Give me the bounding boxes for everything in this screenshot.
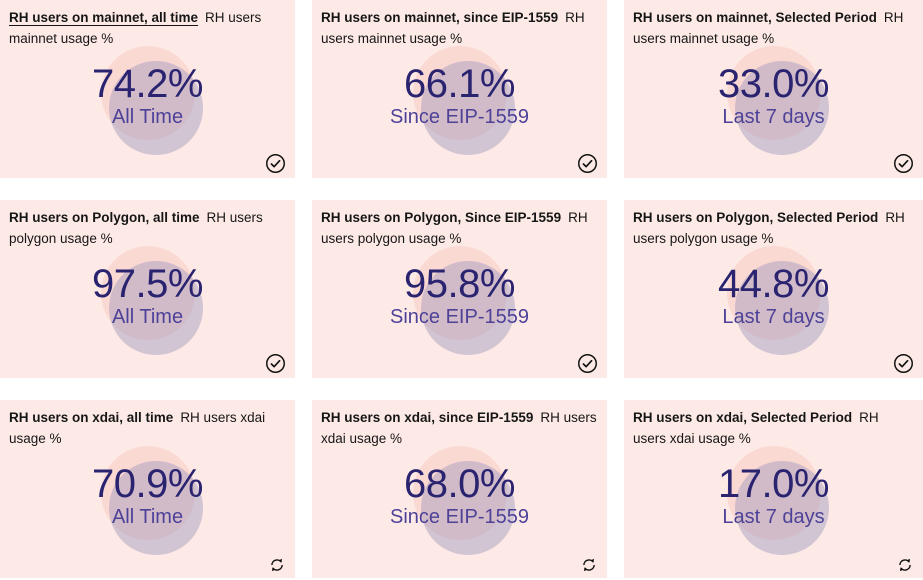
stat-panel-polygon-all-time: RH users on Polygon, all time RH users po…: [0, 200, 295, 378]
panel-title[interactable]: RH users on Polygon, all time: [9, 210, 200, 225]
stat-label: Since EIP-1559: [390, 106, 529, 128]
stat-label: All Time: [111, 306, 184, 328]
panel-title[interactable]: RH users on Polygon, Since EIP-1559: [321, 210, 562, 225]
stat-label: Since EIP-1559: [390, 306, 529, 328]
stat-panel-xdai-selected-period: RH users on xdai, Selected Period RH user…: [624, 400, 923, 578]
stat-display: 17.0% Last 7 days: [624, 400, 923, 578]
stat-value: 70.9%: [92, 462, 203, 506]
stat-panel-mainnet-selected-period: RH users on mainnet, Selected Period RH u…: [624, 0, 923, 178]
stat-display: 68.0% Since EIP-1559: [312, 400, 607, 578]
panel-header[interactable]: RH users on mainnet, Selected Period RH u…: [633, 7, 914, 49]
panel-title[interactable]: RH users on Polygon, Selected Period: [633, 210, 879, 225]
stat-label: Last 7 days: [722, 506, 825, 528]
stat-panel-xdai-eip1559: RH users on xdai, since EIP-1559 RH users…: [312, 400, 607, 578]
panel-title[interactable]: RH users on xdai, all time: [9, 410, 174, 425]
stat-value: 68.0%: [404, 462, 515, 506]
panel-description: RH users xdai usage %: [633, 410, 879, 446]
stat-background-circle: [726, 246, 821, 340]
refresh-icon[interactable]: [580, 556, 598, 574]
stat-label: All Time: [111, 506, 184, 528]
panel-description: RH users polygon usage %: [9, 210, 263, 246]
stat-display: 70.9% All Time: [0, 400, 295, 578]
stat-background-circle: [100, 46, 195, 140]
stat-panel-polygon-selected-period: RH users on Polygon, Selected Period RH u…: [624, 200, 923, 378]
stat-display: 66.1% Since EIP-1559: [312, 0, 607, 178]
stat-value: 33.0%: [718, 62, 829, 106]
panel-description: RH users mainnet usage %: [321, 10, 585, 46]
stat-display: 97.5% All Time: [0, 200, 295, 378]
stat-background-circle: [100, 246, 195, 340]
check-circle-icon: [577, 153, 598, 174]
stat-value: 95.8%: [404, 262, 515, 306]
check-circle-icon: [265, 153, 286, 174]
panel-title[interactable]: RH users on xdai, since EIP-1559: [321, 410, 534, 425]
panel-title[interactable]: RH users on mainnet, since EIP-1559: [321, 10, 559, 25]
panel-description: RH users mainnet usage %: [633, 10, 904, 46]
stat-overlay-circle: [108, 461, 203, 555]
panel-description: RH users mainnet usage %: [9, 10, 262, 46]
stat-background-circle: [726, 446, 821, 540]
stat-label: Since EIP-1559: [390, 506, 529, 528]
panel-header[interactable]: RH users on mainnet, all time RH users ma…: [9, 7, 286, 49]
panel-header[interactable]: RH users on xdai, all time RH users xdai …: [9, 407, 286, 449]
refresh-icon[interactable]: [896, 556, 914, 574]
stat-label: Last 7 days: [722, 106, 825, 128]
stat-display: 74.2% All Time: [0, 0, 295, 178]
panel-title[interactable]: RH users on xdai, Selected Period: [633, 410, 853, 425]
check-circle-icon: [265, 353, 286, 374]
stat-overlay-circle: [734, 461, 829, 555]
stat-display: 33.0% Last 7 days: [624, 0, 923, 178]
stat-display: 95.8% Since EIP-1559: [312, 200, 607, 378]
panel-title[interactable]: RH users on mainnet, Selected Period: [633, 10, 877, 25]
stat-background-circle: [412, 246, 507, 340]
stat-overlay-circle: [420, 261, 515, 355]
check-circle-icon: [893, 153, 914, 174]
panel-description: RH users xdai usage %: [9, 410, 266, 446]
stat-background-circle: [412, 446, 507, 540]
check-circle-icon: [577, 353, 598, 374]
stat-overlay-circle: [734, 261, 829, 355]
stat-background-circle: [412, 46, 507, 140]
check-circle-icon: [893, 353, 914, 374]
stat-value: 44.8%: [718, 262, 829, 306]
stat-value: 17.0%: [718, 462, 829, 506]
stat-value: 74.2%: [92, 62, 203, 106]
stat-overlay-circle: [420, 61, 515, 155]
stat-overlay-circle: [108, 261, 203, 355]
stat-overlay-circle: [734, 61, 829, 155]
stat-overlay-circle: [108, 61, 203, 155]
stat-overlay-circle: [420, 461, 515, 555]
stat-panel-xdai-all-time: RH users on xdai, all time RH users xdai …: [0, 400, 295, 578]
stat-panel-mainnet-all-time: RH users on mainnet, all time RH users ma…: [0, 0, 295, 178]
stat-background-circle: [100, 446, 195, 540]
panel-header[interactable]: RH users on Polygon, Since EIP-1559 RH us…: [321, 207, 598, 249]
panel-header[interactable]: RH users on Polygon, Selected Period RH u…: [633, 207, 914, 249]
panel-header[interactable]: RH users on xdai, since EIP-1559 RH users…: [321, 407, 598, 449]
panel-title[interactable]: RH users on mainnet, all time: [9, 10, 199, 25]
stat-display: 44.8% Last 7 days: [624, 200, 923, 378]
panel-description: RH users polygon usage %: [633, 210, 905, 246]
stat-label: Last 7 days: [722, 306, 825, 328]
refresh-icon[interactable]: [268, 556, 286, 574]
stat-panel-mainnet-eip1559: RH users on mainnet, since EIP-1559 RH us…: [312, 0, 607, 178]
panel-description: RH users xdai usage %: [321, 410, 597, 446]
panel-header[interactable]: RH users on mainnet, since EIP-1559 RH us…: [321, 7, 598, 49]
stat-value: 97.5%: [92, 262, 203, 306]
stat-label: All Time: [111, 106, 184, 128]
panel-description: RH users polygon usage %: [321, 210, 588, 246]
panel-header[interactable]: RH users on xdai, Selected Period RH user…: [633, 407, 914, 449]
panel-header[interactable]: RH users on Polygon, all time RH users po…: [9, 207, 286, 249]
stat-value: 66.1%: [404, 62, 515, 106]
stat-panel-polygon-eip1559: RH users on Polygon, Since EIP-1559 RH us…: [312, 200, 607, 378]
stat-background-circle: [726, 46, 821, 140]
